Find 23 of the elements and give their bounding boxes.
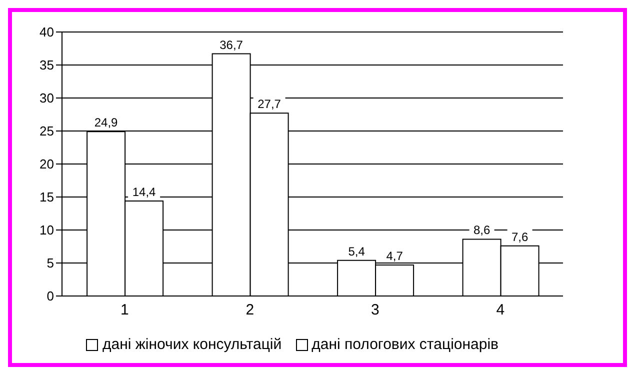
data-label: 14,4 (132, 184, 156, 199)
y-tick-label: 10 (40, 222, 54, 238)
data-label: 27,7 (258, 97, 282, 112)
data-label: 5,4 (348, 244, 366, 258)
y-tick-label: 15 (40, 190, 54, 205)
y-tick-label: 0 (46, 288, 54, 304)
data-label: 7,6 (511, 230, 528, 244)
data-label: 4,7 (386, 248, 404, 263)
data-label: 36,7 (220, 38, 244, 52)
y-tick-label: 30 (40, 90, 54, 106)
y-tick-label: 40 (40, 24, 54, 40)
x-tick-label: 2 (246, 302, 254, 319)
legend-label: дані жіночих консультацій (101, 336, 282, 353)
y-tick-label: 5 (46, 256, 54, 271)
x-tick-label: 3 (370, 302, 380, 319)
x-tick-label: 1 (120, 302, 129, 319)
data-label: 24,9 (94, 116, 118, 130)
x-tick-label: 4 (496, 302, 505, 319)
data-label: 8,6 (473, 223, 490, 238)
y-tick-label: 20 (40, 156, 54, 172)
legend-label: дані пологових стаціонарів (310, 336, 499, 353)
y-tick-label: 35 (40, 58, 54, 73)
y-tick-label: 25 (40, 124, 54, 139)
